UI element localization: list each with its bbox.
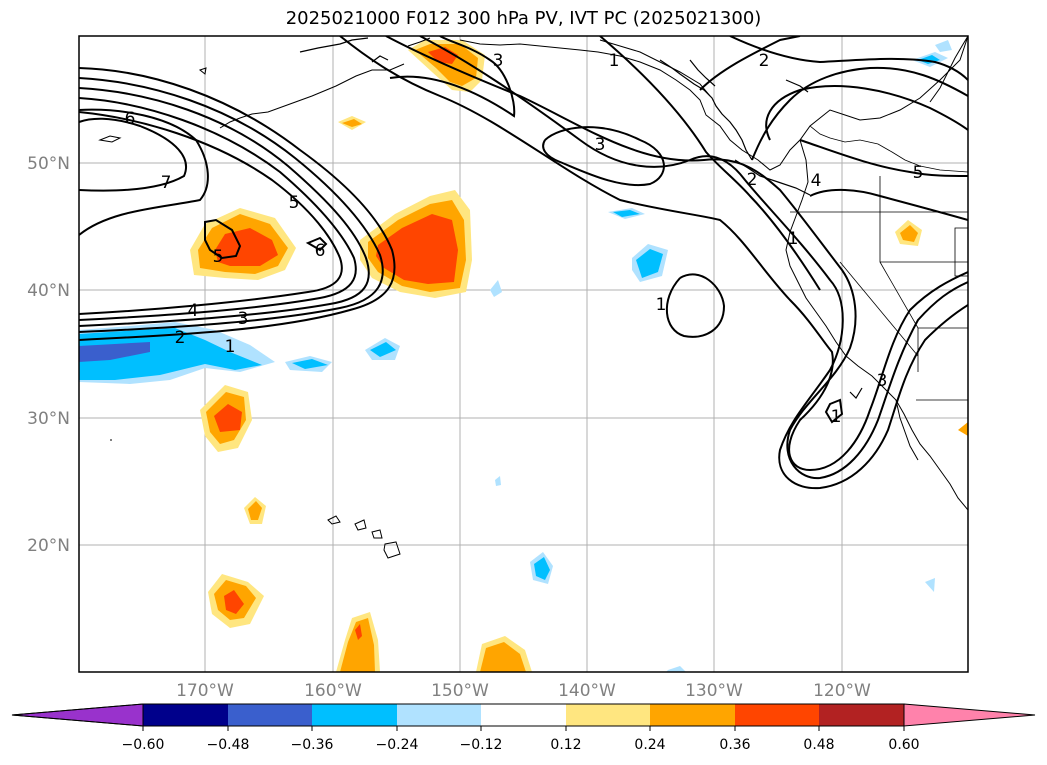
colorbar-tick-label: 0.12 [550, 737, 581, 753]
contour-label: 3 [493, 51, 504, 71]
colorbar-tick-label: −0.60 [122, 737, 165, 753]
colorbar-tick-label: 0.36 [719, 737, 750, 753]
coastline-details [299, 37, 863, 399]
contour-label: 3 [238, 309, 249, 329]
colorbar-extend-left [11, 703, 144, 727]
lon-label: 120°W [813, 681, 871, 701]
colorbar-tick-label: 0.48 [803, 737, 834, 753]
latitude-labels: 50°N 40°N 30°N 20°N [27, 154, 70, 556]
lat-label: 30°N [27, 409, 70, 429]
colorbar-segment [312, 704, 397, 726]
map-title: 2025021000 F012 300 hPa PV, IVT PC (2025… [285, 8, 762, 29]
contour-label: 5 [913, 163, 924, 183]
colorbar-segment [735, 704, 819, 726]
contour-label: 1 [831, 407, 842, 427]
contour-label: 5 [213, 247, 224, 267]
contour-label: 2 [759, 51, 770, 71]
lat-label: 20°N [27, 536, 70, 556]
colorbar-segment [143, 704, 228, 726]
colorbar-segment [397, 704, 481, 726]
lon-label: 160°W [304, 681, 362, 701]
contour-label: 6 [125, 109, 136, 129]
colorbar-segment [481, 704, 566, 726]
contour-label: 4 [188, 301, 199, 321]
contour-label: 1 [609, 51, 620, 71]
contour-label: 7 [161, 173, 172, 193]
contour-label: 6 [315, 241, 326, 261]
longitude-labels: 170°W 160°W 150°W 140°W 130°W 120°W [176, 681, 871, 701]
colorbar-tick-label: −0.12 [460, 737, 503, 753]
colorbar-tick-label: −0.24 [376, 737, 419, 753]
colorbar-tick-label: 0.60 [888, 737, 919, 753]
lat-label: 50°N [27, 154, 70, 174]
pv-negative-fills [79, 40, 952, 672]
contour-label: 4 [811, 171, 822, 191]
lon-label: 150°W [431, 681, 489, 701]
contour-label: 5 [289, 193, 300, 213]
colorbar-segment [228, 704, 312, 726]
lon-label: 140°W [558, 681, 616, 701]
contour-label: 2 [747, 170, 758, 190]
contour-label: 1 [225, 337, 236, 357]
map-frame [78, 35, 969, 673]
colorbar-tick-label: −0.48 [207, 737, 250, 753]
contour-label: 3 [595, 135, 606, 155]
colorbar-tick-label: 0.24 [634, 737, 665, 753]
lon-label: 170°W [176, 681, 234, 701]
colorbar-tick-label: −0.36 [291, 737, 334, 753]
map-content: 6 7 5 5 6 4 3 2 1 3 3 2 1 2 1 5 4 1 3 1 [79, 36, 968, 672]
colorbar: −0.60 −0.48 −0.36 −0.24 −0.12 0.12 0.24 … [11, 703, 1036, 753]
contour-label: 2 [175, 328, 186, 348]
colorbar-segment [566, 704, 650, 726]
ivt-contours [79, 36, 968, 490]
lon-label: 130°W [685, 681, 743, 701]
contour-label: 1 [656, 295, 667, 315]
contour-label: 3 [877, 371, 888, 391]
contour-labels: 6 7 5 5 6 4 3 2 1 3 3 2 1 2 1 5 4 1 3 1 [125, 51, 924, 427]
colorbar-extend-right [903, 703, 1036, 727]
colorbar-segment [650, 704, 735, 726]
coastlines [98, 36, 968, 559]
colorbar-segment [819, 704, 904, 726]
lat-label: 40°N [27, 281, 70, 301]
contour-label: 1 [788, 229, 799, 249]
